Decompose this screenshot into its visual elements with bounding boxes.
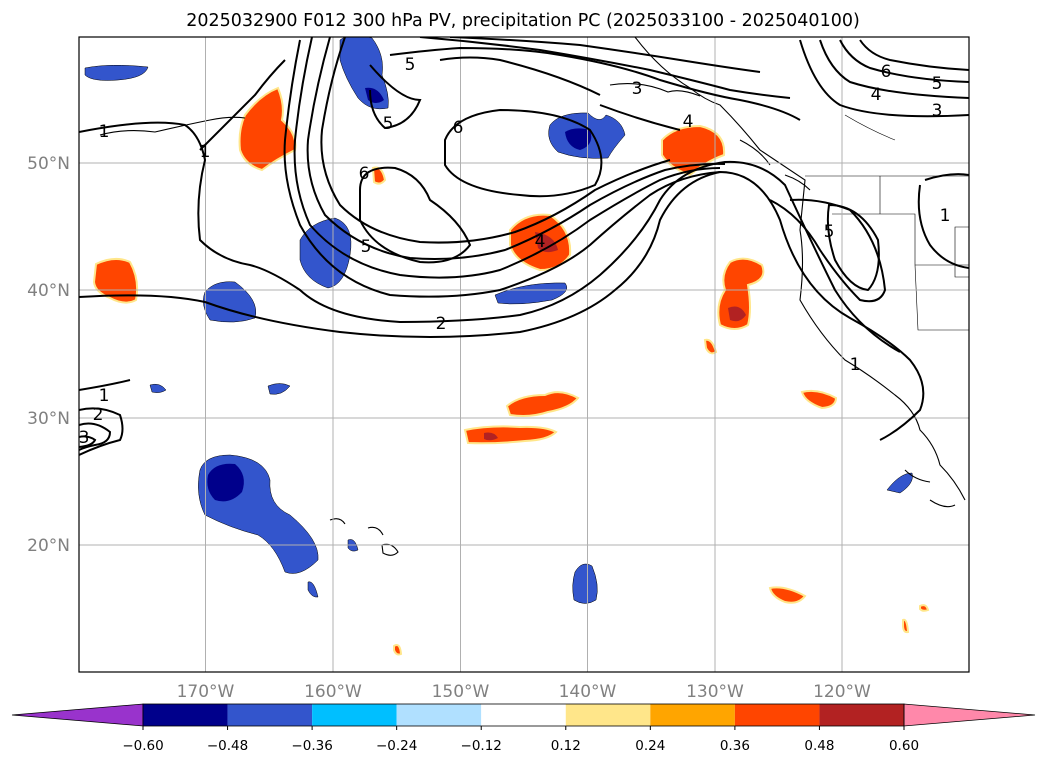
contour-label: 1 [850,355,861,375]
longitude-labels: 170°W 160°W 150°W 140°W 130°W 120°W [177,682,871,702]
contour-label: 5 [383,114,394,134]
contour-label: 5 [824,222,835,242]
precip-negative-core [565,128,592,150]
lon-label: 140°W [559,682,617,702]
contour-label: 6 [359,164,370,184]
colorbar-segment [396,704,482,726]
precip-positive-core [535,232,558,253]
contour-label: 1 [99,386,110,406]
lat-label: 50°N [27,154,70,174]
precip-negative-area [267,383,291,395]
precip-negative-area [494,282,568,305]
borders [805,114,969,331]
colorbar-tick-label: −0.48 [207,738,248,754]
colorbar-tick-label: −0.60 [122,738,163,754]
map-title: 2025032900 F012 300 hPa PV, precipitatio… [186,11,860,31]
contour-label: 4 [683,112,694,132]
contour-label: 4 [535,232,546,252]
contour-label: 6 [881,62,892,82]
colorbar-extend-high [903,703,1036,727]
colorbar-frame [142,703,905,727]
colorbar-segment [143,704,228,726]
contour-label: 5 [405,55,416,75]
precip-positive-area [919,604,930,612]
contour-label: 1 [99,122,110,142]
lon-label: 130°W [686,682,744,702]
colorbar-tick-label: −0.36 [291,738,332,754]
colorbar-segment [227,704,313,726]
pv-contours [79,37,969,456]
latitude-labels: 50°N 40°N 30°N 20°N [27,154,70,556]
contour-label: 1 [940,206,951,226]
colorbar-segment [565,704,651,726]
precip-negative-area [149,383,167,393]
precip-positive-area [505,391,580,417]
colorbar-tick-label: 0.48 [804,738,834,754]
colorbar-segment [650,704,735,726]
contour-label: 3 [932,101,943,121]
colorbar-tick-label: −0.24 [376,738,417,754]
colorbar: −0.60 −0.48 −0.36 −0.24 −0.12 0.12 0.24 0.36 0.4… [11,703,1036,754]
lat-label: 20°N [27,536,70,556]
pv-contour-labels: 1 1 2 3 4 5 6 6 5 4 5 6 3 4 5 1 1 2 3 5 … [79,55,951,448]
precip-positive-area [393,644,403,656]
colorbar-extend-low [11,703,144,727]
contour-label: 5 [361,237,372,257]
colorbar-segment [312,704,397,726]
lat-label: 30°N [27,409,70,429]
colorbar-tick-label: 0.36 [720,738,750,754]
precip-negative-area [572,563,598,604]
colorbar-segment [734,704,820,726]
precip-positive-area [902,618,910,634]
map-area: 1 1 2 3 4 5 6 6 5 4 5 6 3 4 5 1 1 2 3 5 … [79,37,969,672]
lon-label: 120°W [813,682,871,702]
colorbar-tick-label: 0.12 [551,738,581,754]
lon-label: 150°W [432,682,490,702]
precip-positive-area [768,586,807,604]
colorbar-tick-label: 0.60 [889,738,919,754]
colorbar-tick-label: 0.24 [635,738,665,754]
contour-label: 4 [871,85,882,105]
precip-positive-area [92,258,139,304]
lon-label: 170°W [177,682,235,702]
colorbar-segment [481,704,566,726]
precip-negative-area [307,581,319,598]
contour-label: 3 [632,79,643,99]
contour-label: 5 [932,74,943,94]
gridlines [79,37,969,672]
contour-label: 6 [453,118,464,138]
lat-label: 40°N [27,281,70,301]
precip-positive-area [800,389,838,410]
coastlines [99,37,966,556]
colorbar-segment [819,704,904,726]
precip-negative-area [886,472,913,494]
precip-negative-area [84,65,149,81]
lon-label: 160°W [304,682,362,702]
precip-positive-core [728,306,746,322]
contour-label: 2 [436,314,447,334]
map-frame [78,36,970,673]
contour-label: 3 [79,428,90,448]
precip-negative-core [207,463,244,502]
contour-label: 1 [200,142,211,162]
colorbar-tick-label: −0.12 [461,738,502,754]
precip-positive-core [484,432,498,441]
precip-positive-area [703,338,718,355]
contour-label: 2 [93,405,104,425]
